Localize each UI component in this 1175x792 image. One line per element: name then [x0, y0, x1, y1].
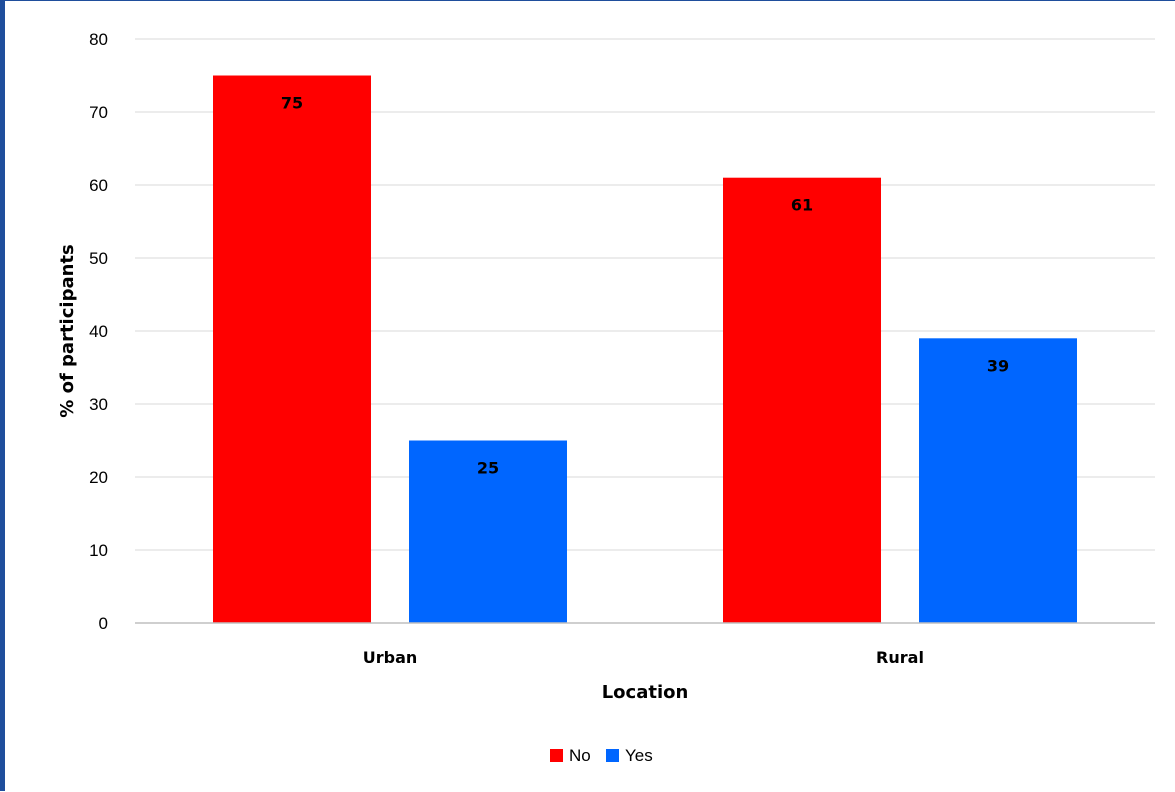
- y-tick-label: 60: [89, 176, 108, 195]
- y-tick-label: 70: [89, 103, 108, 122]
- bar-yes-urban: [409, 440, 567, 623]
- legend-swatch-no: [550, 749, 563, 762]
- legend-swatch-yes: [606, 749, 619, 762]
- y-tick-label: 10: [89, 541, 108, 560]
- y-axis-title: % of participants: [57, 244, 78, 417]
- legend-label-yes: Yes: [625, 746, 653, 765]
- x-axis-title: Location: [602, 682, 689, 703]
- y-tick-label: 40: [89, 322, 108, 341]
- x-axis-categories: Urban Rural: [363, 648, 924, 667]
- bar-chart: 0 10 20 30 40 50 60 70 80 75 25 61 39 Urban Rural % …: [57, 30, 1155, 765]
- y-tick-label: 50: [89, 249, 108, 268]
- data-label: 25: [477, 459, 499, 478]
- bar-yes-rural: [919, 338, 1077, 623]
- legend: No Yes: [550, 746, 653, 765]
- y-tick-label: 20: [89, 468, 108, 487]
- y-tick-label: 80: [89, 30, 108, 49]
- x-category-label: Rural: [876, 648, 924, 667]
- y-axis-ticks: 0 10 20 30 40 50 60 70 80: [89, 30, 108, 633]
- y-tick-label: 30: [89, 395, 108, 414]
- legend-label-no: No: [569, 746, 591, 765]
- data-label: 61: [791, 196, 813, 215]
- data-label: 75: [281, 94, 303, 113]
- bars: 75 25 61 39: [213, 75, 1077, 623]
- bar-no-urban: [213, 75, 371, 623]
- y-tick-label: 0: [99, 614, 108, 633]
- data-label: 39: [987, 356, 1009, 375]
- bar-no-rural: [723, 177, 881, 623]
- x-category-label: Urban: [363, 648, 418, 667]
